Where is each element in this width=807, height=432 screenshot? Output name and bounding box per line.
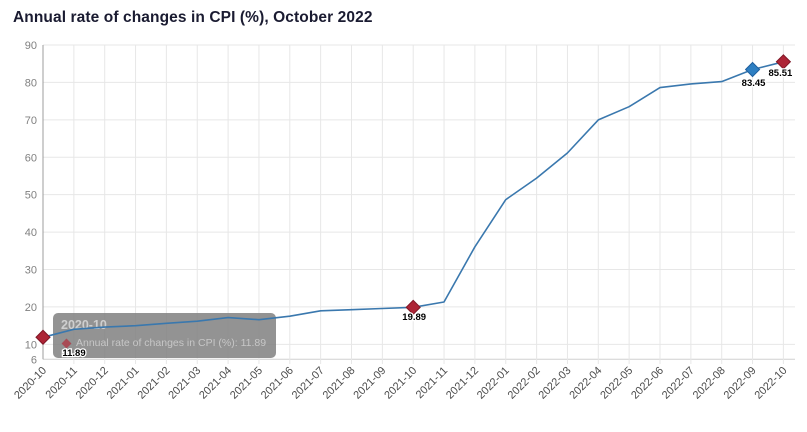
- x-axis-label: 2021-03: [166, 365, 203, 402]
- x-axis-label: 2021-02: [135, 365, 172, 402]
- x-axis-label: 2021-08: [321, 365, 358, 402]
- y-axis-label: 30: [25, 265, 37, 277]
- series-diamond-icon: [61, 338, 72, 349]
- tooltip: 2020-10 Annual rate of changes in CPI (%…: [53, 313, 277, 358]
- x-axis-label: 2021-06: [259, 365, 296, 402]
- y-axis-label: 70: [25, 115, 37, 127]
- y-axis-label: 60: [25, 152, 37, 164]
- x-axis-label: 2022-08: [691, 365, 728, 402]
- x-axis-label: 2022-06: [629, 365, 666, 402]
- x-axis-label: 2022-04: [567, 365, 604, 402]
- y-axis-label: 80: [25, 77, 37, 89]
- y-axis-label: 10: [25, 339, 37, 351]
- x-axis-label: 2021-12: [444, 365, 481, 402]
- y-axis-label: 40: [25, 227, 37, 239]
- x-axis-label: 2021-09: [351, 365, 388, 402]
- tooltip-date: 2020-10: [61, 318, 107, 332]
- x-axis-label: 2022-02: [506, 365, 543, 402]
- x-axis-label: 2021-11: [414, 365, 450, 401]
- x-axis-label: 2020-12: [74, 365, 111, 402]
- x-axis-label: 2022-10: [752, 365, 789, 402]
- x-axis-label: 2022-05: [598, 365, 635, 402]
- tooltip-body: Annual rate of changes in CPI (%): 11.89: [61, 336, 266, 351]
- x-axis-label: 2021-10: [382, 365, 419, 402]
- x-axis-label: 2022-03: [537, 365, 574, 402]
- chart-title: Annual rate of changes in CPI (%), Octob…: [13, 9, 373, 26]
- x-axis-label: 2022-01: [475, 365, 512, 402]
- x-axis-label: 2020-11: [44, 365, 80, 401]
- x-axis-label: 2021-07: [290, 365, 327, 402]
- x-axis-label: 2021-04: [197, 365, 234, 402]
- x-axis-label: 2021-05: [228, 365, 265, 402]
- x-axis-label: 2021-01: [105, 365, 142, 402]
- x-axis-label: 2022-09: [722, 365, 759, 402]
- y-axis-label: 20: [25, 302, 37, 314]
- y-axis-label: 90: [25, 40, 37, 52]
- x-axis-label: 2022-07: [660, 365, 697, 402]
- y-axis-label: 6: [31, 354, 37, 366]
- x-axis-label: 2020-10: [12, 365, 49, 402]
- tooltip-series-value: Annual rate of changes in CPI (%): 11.89: [76, 337, 267, 349]
- y-axis-label: 50: [25, 190, 37, 202]
